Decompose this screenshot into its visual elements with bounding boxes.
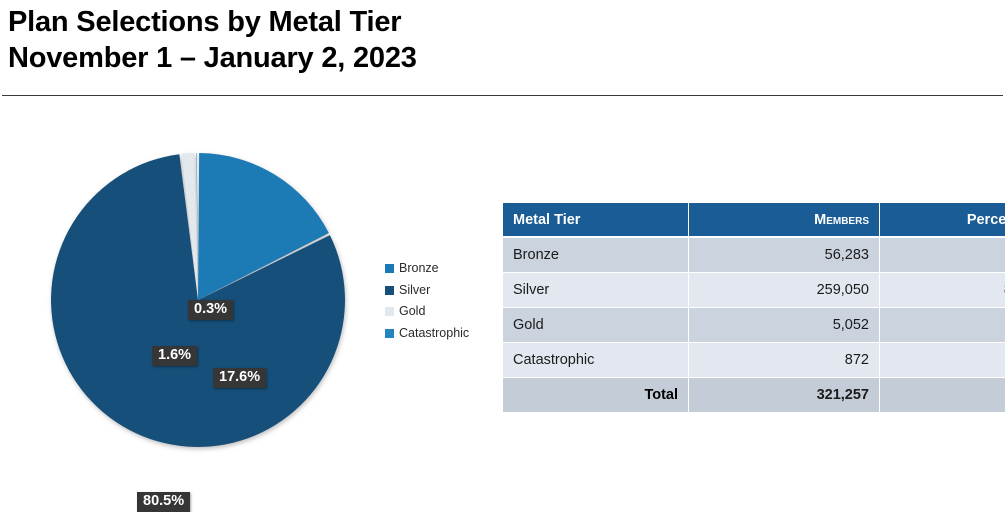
page-title: Plan Selections by Metal Tier November 1… bbox=[8, 4, 998, 76]
cell-total-percentage: 100% bbox=[880, 378, 1005, 413]
table-body: Bronze 56,283 17.6% Silver 259,050 80.5%… bbox=[503, 238, 1005, 413]
cell-metal-tier: Catastrophic bbox=[503, 343, 689, 378]
pie-slice-bronze[interactable] bbox=[198, 153, 329, 300]
pie-chart: 0.3% 1.6% 17.6% 80.5% bbox=[40, 140, 370, 512]
title-divider bbox=[2, 95, 1003, 96]
cell-metal-tier: Bronze bbox=[503, 238, 689, 273]
pie-label-silver: 80.5% bbox=[137, 492, 191, 512]
legend-swatch-icon bbox=[385, 285, 394, 295]
pie-label-catastrophic: 0.3% bbox=[188, 300, 234, 320]
column-header-metal-tier[interactable]: Metal Tier bbox=[503, 203, 689, 238]
column-header-percentage[interactable]: Percentage bbox=[880, 203, 1005, 238]
legend-swatch-icon bbox=[385, 264, 394, 274]
cell-metal-tier: Silver bbox=[503, 273, 689, 308]
table-header-row: Metal Tier Members Percentage bbox=[503, 203, 1005, 238]
pie-label-bronze: 17.6% bbox=[213, 368, 267, 388]
table-header: Metal Tier Members Percentage bbox=[503, 203, 1005, 238]
legend-swatch-icon bbox=[385, 307, 394, 317]
cell-percentage: 17.6% bbox=[880, 238, 1005, 273]
table-row[interactable]: Silver 259,050 80.5% bbox=[503, 273, 1005, 308]
cell-percentage: 80.5% bbox=[880, 273, 1005, 308]
cell-members: 259,050 bbox=[689, 273, 880, 308]
page-title-line-2: November 1 – January 2, 2023 bbox=[8, 42, 417, 74]
cell-metal-tier: Gold bbox=[503, 308, 689, 343]
cell-members: 5,052 bbox=[689, 308, 880, 343]
legend-item-gold[interactable]: Gold bbox=[385, 301, 490, 323]
cell-total-label: Total bbox=[503, 378, 689, 413]
chart-legend: Bronze Silver Gold Catastrophic bbox=[385, 258, 490, 344]
cell-total-members: 321,257 bbox=[689, 378, 880, 413]
cell-members: 872 bbox=[689, 343, 880, 378]
cell-percentage: 0.3% bbox=[880, 343, 1005, 378]
pie-label-gold: 1.6% bbox=[152, 346, 198, 366]
legend-item-silver[interactable]: Silver bbox=[385, 280, 490, 302]
pie-slice-gold[interactable] bbox=[181, 153, 198, 300]
metal-tier-table: Metal Tier Members Percentage Bronze 56,… bbox=[503, 203, 1005, 413]
legend-swatch-icon bbox=[385, 328, 394, 338]
column-header-members[interactable]: Members bbox=[689, 203, 880, 238]
legend-label: Gold bbox=[399, 304, 426, 319]
table-total-row: Total 321,257 100% bbox=[503, 378, 1005, 413]
page-title-line-1: Plan Selections by Metal Tier bbox=[8, 6, 402, 38]
pie-slice-catastrophic[interactable] bbox=[196, 153, 198, 300]
table-row[interactable]: Gold 5,052 1.6% bbox=[503, 308, 1005, 343]
table-row[interactable]: Bronze 56,283 17.6% bbox=[503, 238, 1005, 273]
table-row[interactable]: Catastrophic 872 0.3% bbox=[503, 343, 1005, 378]
cell-percentage: 1.6% bbox=[880, 308, 1005, 343]
legend-item-bronze[interactable]: Bronze bbox=[385, 258, 490, 280]
legend-label: Catastrophic bbox=[399, 325, 470, 340]
legend-item-catastrophic[interactable]: Catastrophic bbox=[385, 323, 490, 345]
legend-label: Bronze bbox=[399, 261, 439, 276]
cell-members: 56,283 bbox=[689, 238, 880, 273]
legend-label: Silver bbox=[399, 282, 431, 297]
